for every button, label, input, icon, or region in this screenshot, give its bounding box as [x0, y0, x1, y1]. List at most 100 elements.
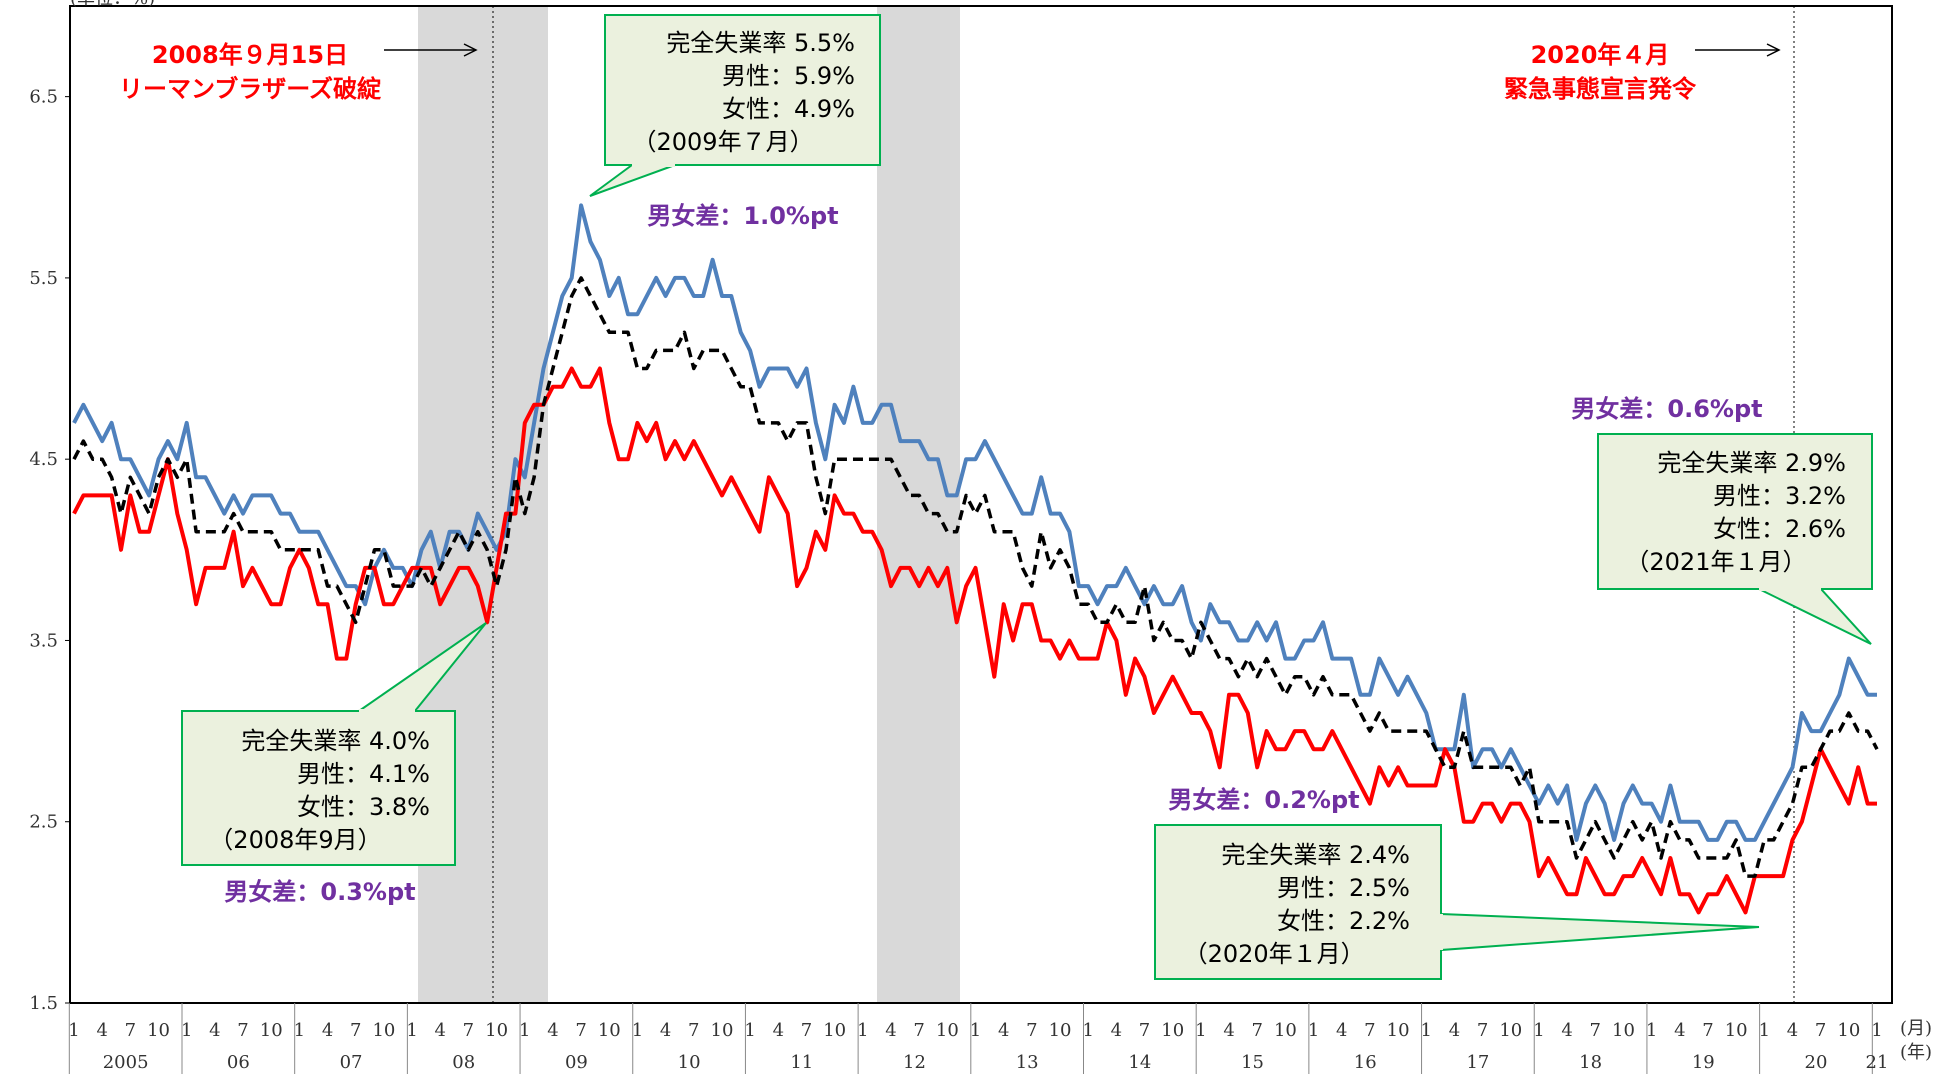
x-tick-label: 10 [1049, 1020, 1072, 1041]
y-tick-label: 3.5 [29, 630, 58, 651]
y-unit: (単位：%) [70, 0, 155, 9]
x-tick-label: 10 [485, 1020, 508, 1041]
year-label: 17 [1466, 1052, 1489, 1073]
x-tick-label: 10 [711, 1020, 734, 1041]
callout-text: 男性：2.5% [1277, 874, 1410, 902]
callout-text: 女性：4.9% [722, 95, 855, 123]
callout-text: （2009年７月） [633, 128, 814, 156]
year-label: 19 [1692, 1052, 1715, 1073]
x-tick-label: 1 [68, 1020, 79, 1041]
gap-label: 男女差：1.0%pt [647, 202, 838, 230]
x-tick-label: 7 [1815, 1020, 1826, 1041]
x-tick-label: 7 [575, 1020, 586, 1041]
x-tick-label: 10 [1499, 1020, 1522, 1041]
x-tick-label: 10 [1725, 1020, 1748, 1041]
shaded-period [877, 6, 960, 1003]
x-tick-label: 10 [936, 1020, 959, 1041]
x-tick-label: 7 [1364, 1020, 1375, 1041]
year-label: 16 [1354, 1052, 1377, 1073]
x-tick-label: 4 [998, 1020, 1009, 1041]
gap-label: 男女差：0.6%pt [1571, 395, 1762, 423]
x-tick-label: 1 [1195, 1020, 1206, 1041]
x-tick-label: 1 [406, 1020, 417, 1041]
x-tick-label: 10 [1612, 1020, 1635, 1041]
x-tick-label: 1 [1646, 1020, 1657, 1041]
x-tick-label: 1 [294, 1020, 305, 1041]
callout-box [181, 710, 456, 866]
callout-text: 完全失業率 2.9% [1657, 449, 1846, 477]
callout-text: 男性：3.2% [1713, 482, 1846, 510]
x-tick-label: 7 [801, 1020, 812, 1041]
callout-text: （2021年１月） [1625, 548, 1806, 576]
x-tick-label: 1 [1533, 1020, 1544, 1041]
event-label: 緊急事態宣言発令 [1504, 75, 1697, 103]
series-line [72, 276, 1879, 878]
callout-text: 男性：4.1% [297, 760, 430, 788]
callout-text: 完全失業率 2.4% [1221, 841, 1410, 869]
x-tick-label: 7 [1139, 1020, 1150, 1041]
x-tick-label: 10 [372, 1020, 395, 1041]
year-label: 09 [565, 1052, 588, 1073]
plot-frame [69, 5, 1893, 1004]
x-tick-label: 10 [1837, 1020, 1860, 1041]
x-tick-label: 7 [688, 1020, 699, 1041]
series-line [72, 366, 1877, 915]
x-tick-label: 1 [632, 1020, 643, 1041]
x-tick-label: 7 [237, 1020, 248, 1041]
x-tick-label: 4 [96, 1020, 107, 1041]
x-unit-year: (年) [1900, 1042, 1932, 1063]
year-label: 06 [227, 1052, 250, 1073]
callout-text: （2020年１月） [1184, 940, 1365, 968]
x-tick-label: 7 [350, 1020, 361, 1041]
x-tick-label: 4 [1336, 1020, 1347, 1041]
plot [65, 96, 1879, 1004]
x-tick-label: 10 [147, 1020, 170, 1041]
x-tick-label: 7 [125, 1020, 136, 1041]
x-tick-label: 10 [1161, 1020, 1184, 1041]
callout-text: 完全失業率 5.5% [666, 29, 855, 57]
x-tick-label: 4 [1111, 1020, 1122, 1041]
year-label: 07 [340, 1052, 363, 1073]
event-label: 2008年９月15日 [152, 41, 348, 69]
x-tick-label: 1 [519, 1020, 530, 1041]
year-label: 08 [452, 1052, 475, 1073]
callout-text: 完全失業率 4.0% [241, 727, 430, 755]
annotations: 2008年９月15日リーマンブラザーズ破綻2020年４月緊急事態宣言発令完全失業… [119, 14, 1873, 980]
x-tick-label: 4 [1674, 1020, 1685, 1041]
x-tick-label: 4 [1787, 1020, 1798, 1041]
x-tick-label: 10 [1274, 1020, 1297, 1041]
x-tick-label: 4 [435, 1020, 446, 1041]
x-tick-label: 10 [1387, 1020, 1410, 1041]
x-tick-label: 10 [598, 1020, 621, 1041]
x-tick-label: 4 [885, 1020, 896, 1041]
y-tick-label: 5.5 [29, 268, 58, 289]
x-tick-label: 7 [1590, 1020, 1601, 1041]
x-tick-label: 1 [970, 1020, 981, 1041]
callout-text: 女性：2.2% [1277, 907, 1410, 935]
x-unit-month: (月) [1900, 1018, 1932, 1039]
x-tick-label: 1 [744, 1020, 755, 1041]
year-label: 10 [678, 1052, 701, 1073]
y-tick-label: 6.5 [29, 87, 58, 108]
year-label: 12 [903, 1052, 926, 1073]
x-tick-label: 10 [823, 1020, 846, 1041]
callout-text: 男性：5.9% [722, 62, 855, 90]
x-tick-label: 1 [1308, 1020, 1319, 1041]
x-tick-label: 4 [1223, 1020, 1234, 1041]
x-tick-label: 10 [260, 1020, 283, 1041]
x-tick-label: 7 [913, 1020, 924, 1041]
gap-label: 男女差：0.3%pt [224, 878, 415, 906]
x-tick-label: 7 [463, 1020, 474, 1041]
x-tick-label: 1 [1871, 1020, 1882, 1041]
x-tick-label: 4 [1561, 1020, 1572, 1041]
year-label: 2005 [103, 1052, 149, 1073]
callout-text: 女性：2.6% [1713, 515, 1846, 543]
x-tick-label: 4 [773, 1020, 784, 1041]
gap-label: 男女差：0.2%pt [1168, 786, 1359, 814]
event-arrow-head [1766, 43, 1781, 57]
y-tick-label: 1.5 [29, 993, 58, 1014]
year-label: 18 [1579, 1052, 1602, 1073]
x-tick-label: 7 [1477, 1020, 1488, 1041]
x-tick-label: 1 [1759, 1020, 1770, 1041]
